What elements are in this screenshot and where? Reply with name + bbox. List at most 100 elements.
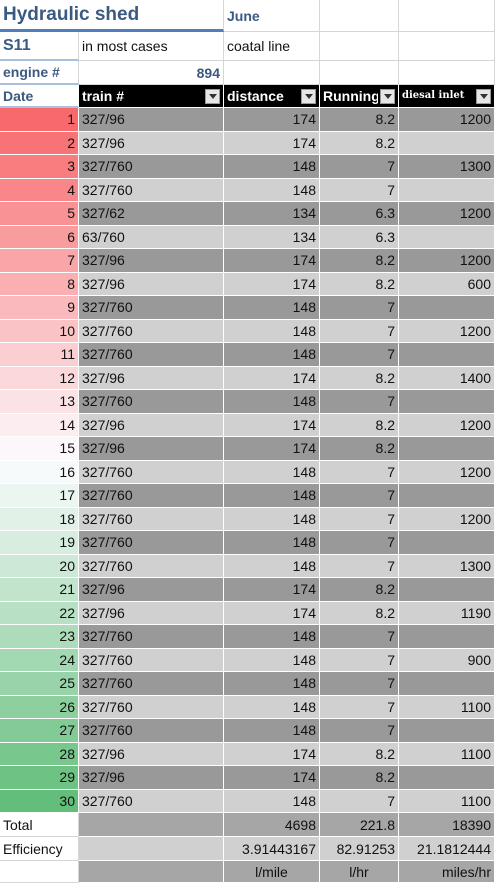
train-cell[interactable]: 327/760 — [79, 296, 224, 320]
running-cell[interactable]: 7 — [320, 789, 399, 813]
running-cell[interactable]: 7 — [320, 484, 399, 508]
date-header[interactable]: Date — [0, 85, 79, 108]
distance-cell[interactable]: 174 — [224, 272, 320, 296]
diesal-cell[interactable]: 1100 — [399, 695, 495, 719]
train-cell[interactable]: 327/760 — [79, 695, 224, 719]
date-cell[interactable]: 22 — [0, 601, 79, 625]
train-cell[interactable]: 327/760 — [79, 507, 224, 531]
date-cell[interactable]: 21 — [0, 578, 79, 602]
date-cell[interactable]: 29 — [0, 766, 79, 790]
empty-cell[interactable] — [399, 61, 495, 85]
distance-cell[interactable]: 134 — [224, 202, 320, 226]
date-cell[interactable]: 17 — [0, 484, 79, 508]
distance-cell[interactable]: 148 — [224, 719, 320, 743]
distance-cell[interactable]: 148 — [224, 625, 320, 649]
diesal-cell[interactable] — [399, 343, 495, 367]
train-cell[interactable]: 327/96 — [79, 413, 224, 437]
train-cell[interactable]: 327/96 — [79, 766, 224, 790]
running-cell[interactable]: 7 — [320, 672, 399, 696]
engine-value[interactable]: 894 — [79, 61, 224, 85]
diesal-cell[interactable]: 600 — [399, 272, 495, 296]
distance-cell[interactable]: 148 — [224, 531, 320, 555]
running-cell[interactable]: 7 — [320, 695, 399, 719]
total-label[interactable]: Total — [0, 813, 79, 837]
train-header[interactable]: train # — [79, 85, 224, 108]
date-cell[interactable]: 3 — [0, 155, 79, 179]
distance-cell[interactable]: 148 — [224, 554, 320, 578]
date-cell[interactable]: 9 — [0, 296, 79, 320]
diesal-cell[interactable]: 1200 — [399, 202, 495, 226]
total-distance[interactable]: 4698 — [224, 813, 320, 837]
efficiency-diesal[interactable]: 21.1812444 — [399, 837, 495, 861]
train-cell[interactable]: 327/760 — [79, 531, 224, 555]
diesal-cell[interactable]: 1100 — [399, 742, 495, 766]
date-cell[interactable]: 6 — [0, 225, 79, 249]
train-cell[interactable]: 327/760 — [79, 319, 224, 343]
distance-cell[interactable]: 148 — [224, 296, 320, 320]
running-header[interactable]: Running — [320, 85, 399, 108]
train-cell[interactable]: 327/760 — [79, 789, 224, 813]
date-cell[interactable]: 4 — [0, 178, 79, 202]
diesal-cell[interactable]: 1200 — [399, 108, 495, 132]
distance-cell[interactable]: 134 — [224, 225, 320, 249]
date-cell[interactable]: 16 — [0, 460, 79, 484]
diesal-cell[interactable] — [399, 625, 495, 649]
diesal-cell[interactable]: 1100 — [399, 789, 495, 813]
date-cell[interactable]: 25 — [0, 672, 79, 696]
diesal-cell[interactable] — [399, 296, 495, 320]
distance-cell[interactable]: 148 — [224, 155, 320, 179]
date-cell[interactable]: 11 — [0, 343, 79, 367]
running-cell[interactable]: 7 — [320, 554, 399, 578]
empty-cell[interactable] — [320, 61, 399, 85]
running-cell[interactable]: 8.2 — [320, 131, 399, 155]
train-cell[interactable]: 327/760 — [79, 672, 224, 696]
diesal-cell[interactable]: 1200 — [399, 249, 495, 273]
distance-cell[interactable]: 148 — [224, 484, 320, 508]
running-cell[interactable]: 8.2 — [320, 437, 399, 461]
distance-cell[interactable]: 148 — [224, 507, 320, 531]
diesal-cell[interactable] — [399, 225, 495, 249]
date-cell[interactable]: 23 — [0, 625, 79, 649]
distance-cell[interactable]: 148 — [224, 390, 320, 414]
diesal-cell[interactable] — [399, 178, 495, 202]
train-cell[interactable]: 63/760 — [79, 225, 224, 249]
diesal-cell[interactable] — [399, 531, 495, 555]
total-running[interactable]: 221.8 — [320, 813, 399, 837]
diesal-cell[interactable]: 1200 — [399, 460, 495, 484]
empty-cell[interactable] — [399, 0, 495, 32]
distance-cell[interactable]: 148 — [224, 672, 320, 696]
train-cell[interactable]: 327/96 — [79, 131, 224, 155]
train-cell[interactable]: 327/96 — [79, 601, 224, 625]
train-cell[interactable]: 327/760 — [79, 343, 224, 367]
distance-cell[interactable]: 148 — [224, 343, 320, 367]
efficiency-running[interactable]: 82.91253 — [320, 837, 399, 861]
date-cell[interactable]: 19 — [0, 531, 79, 555]
running-cell[interactable]: 7 — [320, 296, 399, 320]
running-cell[interactable]: 7 — [320, 155, 399, 179]
train-cell[interactable]: 327/96 — [79, 437, 224, 461]
date-cell[interactable]: 2 — [0, 131, 79, 155]
train-cell[interactable]: 327/96 — [79, 578, 224, 602]
efficiency-distance[interactable]: 3.91443167 — [224, 837, 320, 861]
running-cell[interactable]: 7 — [320, 507, 399, 531]
distance-cell[interactable]: 174 — [224, 766, 320, 790]
running-cell[interactable]: 6.3 — [320, 202, 399, 226]
running-cell[interactable]: 8.2 — [320, 272, 399, 296]
efficiency-label[interactable]: Efficiency — [0, 837, 79, 861]
empty-cell[interactable] — [79, 837, 224, 861]
unit-diesal[interactable]: miles/hr — [399, 861, 495, 883]
running-cell[interactable]: 7 — [320, 178, 399, 202]
running-cell[interactable]: 8.2 — [320, 601, 399, 625]
date-cell[interactable]: 12 — [0, 366, 79, 390]
date-cell[interactable]: 15 — [0, 437, 79, 461]
running-cell[interactable]: 8.2 — [320, 766, 399, 790]
train-cell[interactable]: 327/760 — [79, 719, 224, 743]
running-cell[interactable]: 7 — [320, 625, 399, 649]
date-cell[interactable]: 24 — [0, 648, 79, 672]
train-cell[interactable]: 327/96 — [79, 249, 224, 273]
distance-cell[interactable]: 174 — [224, 742, 320, 766]
distance-cell[interactable]: 174 — [224, 366, 320, 390]
date-cell[interactable]: 27 — [0, 719, 79, 743]
diesal-cell[interactable] — [399, 578, 495, 602]
running-cell[interactable]: 7 — [320, 343, 399, 367]
